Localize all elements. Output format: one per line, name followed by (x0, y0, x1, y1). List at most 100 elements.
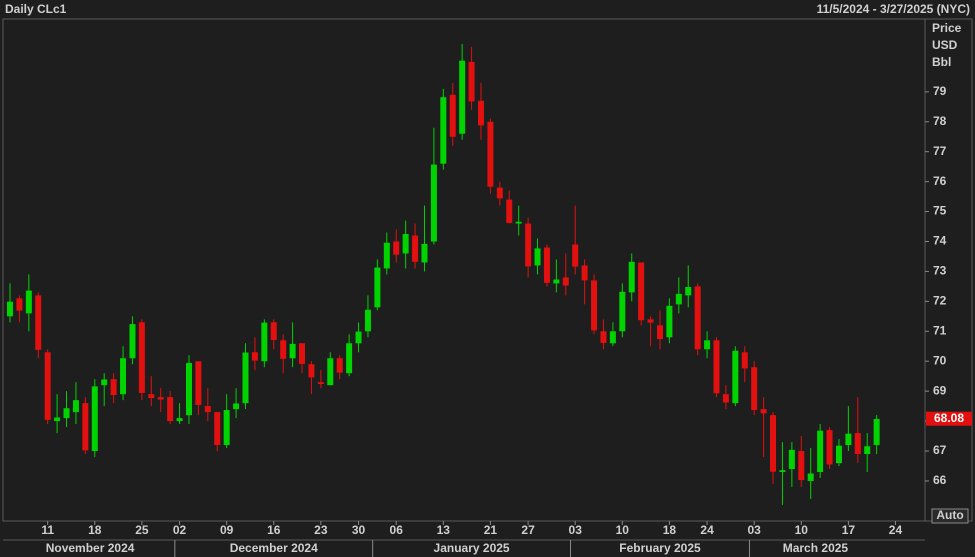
candle-body (355, 331, 362, 344)
x-tick-label: 24 (889, 523, 903, 537)
candle-body (449, 94, 456, 137)
candle-body (506, 199, 513, 223)
x-tick-label: 10 (795, 523, 809, 537)
y-tick-label: 66 (933, 473, 947, 487)
y-axis-label: Price (932, 21, 962, 35)
candle-body (364, 309, 371, 332)
candle-body (72, 400, 79, 413)
auto-button[interactable] (931, 508, 969, 524)
candle-body (873, 419, 880, 446)
candle-body (280, 340, 287, 359)
candle-body (54, 417, 61, 422)
candle-body (647, 319, 654, 323)
candle-body (346, 343, 353, 374)
y-axis-label: Bbl (932, 55, 951, 69)
candle-body (299, 343, 306, 364)
candle-body (289, 343, 296, 359)
candle-body (487, 121, 494, 187)
candle-body (694, 286, 701, 350)
x-tick-label: 11 (41, 523, 54, 537)
y-tick-label: 69 (933, 383, 947, 397)
candle-body (138, 322, 145, 393)
last-price-label: 68.08 (934, 411, 964, 425)
candle-body (515, 221, 522, 224)
candle-body (402, 234, 409, 254)
chart-title: Daily CLc1 (5, 2, 67, 16)
candle-body (242, 352, 249, 404)
x-tick-label: 03 (569, 523, 583, 537)
candle-body (167, 397, 174, 422)
candle-body (732, 350, 739, 404)
candle-body (553, 279, 560, 284)
candle-body (845, 433, 852, 446)
x-tick-label: 25 (135, 523, 149, 537)
candle-body (148, 394, 155, 399)
x-tick-label: 21 (484, 523, 498, 537)
candle-body (798, 451, 805, 481)
candle-body (157, 397, 164, 400)
x-tick-label: 23 (314, 523, 328, 537)
month-label: November 2024 (46, 541, 135, 555)
candle-body (741, 352, 748, 369)
candle-body (204, 406, 211, 413)
candle-body (826, 430, 833, 465)
candle-body (214, 412, 221, 446)
auto-button-label[interactable]: Auto (936, 508, 963, 522)
candle-body (704, 340, 711, 350)
y-tick-label: 76 (933, 174, 947, 188)
candle-body (327, 358, 334, 386)
candle-body (421, 243, 428, 263)
x-tick-label: 24 (700, 523, 714, 537)
month-label: March 2025 (783, 541, 849, 555)
candle-body (110, 379, 117, 396)
candle-body (760, 409, 767, 414)
last-price-tag (926, 411, 972, 426)
month-label: February 2025 (619, 541, 701, 555)
candle-body (591, 280, 598, 331)
candle-body (609, 331, 616, 344)
candle-body (788, 449, 795, 469)
candle-body (383, 242, 390, 269)
candle-body (628, 261, 635, 293)
candle-body (779, 470, 786, 472)
candle-body (91, 386, 98, 452)
candle-body (393, 241, 400, 255)
candle-body (656, 325, 663, 340)
x-tick-label: 03 (748, 523, 762, 537)
x-tick-label: 18 (88, 523, 102, 537)
y-tick-label: 71 (933, 323, 947, 337)
y-tick-label: 70 (933, 353, 947, 367)
candle-body (525, 223, 532, 267)
candle-body (7, 301, 13, 317)
candle-body (864, 446, 871, 455)
y-tick-label: 67 (933, 443, 947, 457)
candle-body (176, 418, 183, 422)
candle-body (374, 267, 381, 308)
x-tick-label: 09 (220, 523, 234, 537)
candle-body (722, 394, 729, 403)
candle-body (685, 287, 692, 296)
candle-body (430, 164, 437, 242)
candle-body (223, 410, 230, 446)
candle-body (35, 295, 42, 350)
candle-body (251, 352, 258, 361)
x-tick-label: 18 (663, 523, 677, 537)
y-tick-label: 77 (933, 144, 947, 158)
candle-body (600, 331, 607, 343)
candle-body (63, 408, 70, 419)
x-tick-label: 17 (842, 523, 856, 537)
month-label: December 2024 (230, 541, 318, 555)
candle-body (770, 415, 777, 472)
candle-body (572, 244, 579, 267)
candle-body (817, 430, 824, 472)
candle-body (82, 403, 89, 451)
candle-body (440, 97, 447, 164)
candle-body (459, 60, 466, 134)
y-tick-label: 73 (933, 264, 947, 278)
candle-body (835, 445, 842, 464)
candle-body (468, 61, 475, 102)
candle-body (195, 361, 202, 405)
candle-body (261, 322, 268, 362)
month-label: January 2025 (434, 541, 510, 555)
